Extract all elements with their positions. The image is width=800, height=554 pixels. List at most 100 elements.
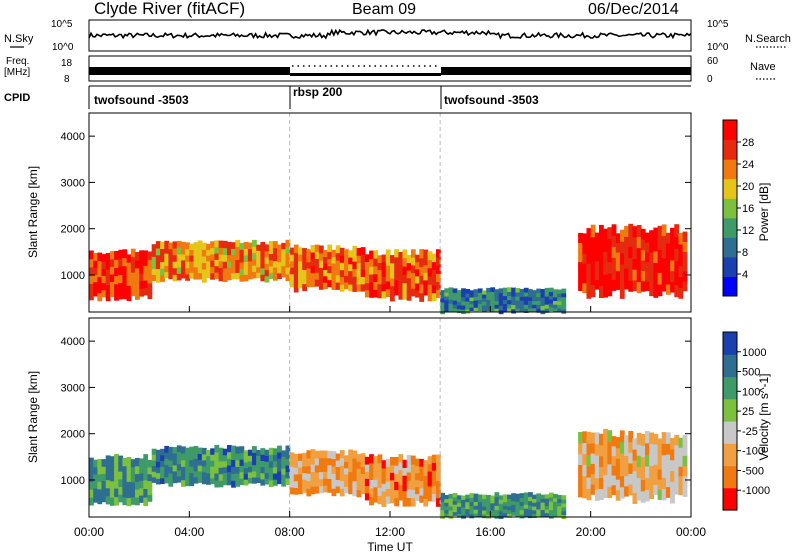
heatmap-cell xyxy=(515,493,521,499)
heatmap-cell xyxy=(682,455,688,467)
heatmap-cell xyxy=(507,494,512,499)
heatmap-cell xyxy=(160,460,165,467)
heatmap-cell xyxy=(352,488,358,497)
heatmap-cell xyxy=(239,242,245,250)
heatmap-cell xyxy=(381,475,387,484)
heatmap-cell xyxy=(139,487,144,496)
heatmap-cell xyxy=(260,454,266,461)
heatmap-cell xyxy=(636,477,642,490)
heatmap-cell xyxy=(339,269,345,278)
heatmap-cell xyxy=(356,262,362,271)
heatmap-cell xyxy=(431,269,437,278)
heatmap-cell xyxy=(272,454,278,462)
heatmap-cell xyxy=(381,290,387,299)
heatmap-cell xyxy=(369,289,374,298)
heatmap-cell xyxy=(448,299,454,304)
heatmap-cell xyxy=(603,240,608,253)
heatmap-cell xyxy=(678,456,684,467)
heatmap-cell xyxy=(456,301,462,306)
colorbar-tick-label: 100 xyxy=(742,386,760,398)
heatmap-cell xyxy=(243,461,249,469)
heatmap-cell xyxy=(201,453,207,461)
heatmap-cell xyxy=(227,241,232,249)
heatmap-cell xyxy=(440,294,445,299)
heatmap-cell xyxy=(444,498,450,503)
heatmap-cell xyxy=(615,468,621,480)
heatmap-cell xyxy=(114,283,119,293)
heatmap-cell xyxy=(473,296,479,301)
heatmap-cell xyxy=(578,486,583,498)
heatmap-cell xyxy=(611,455,617,466)
heatmap-cell xyxy=(281,254,287,261)
heatmap-cell xyxy=(243,473,249,480)
heatmap-cell xyxy=(548,509,554,515)
heatmap-cell xyxy=(448,506,454,511)
heatmap-cell xyxy=(469,497,475,502)
heatmap-cell xyxy=(515,501,521,506)
heatmap-cell xyxy=(502,494,508,499)
heatmap-cell xyxy=(344,461,349,469)
heatmap-cell xyxy=(653,443,659,455)
heatmap-cell xyxy=(185,454,190,461)
heatmap-cell xyxy=(193,272,199,280)
heatmap-cell xyxy=(586,488,592,501)
heatmap-cell xyxy=(448,287,454,292)
heatmap-cell xyxy=(302,459,307,467)
heatmap-cell xyxy=(561,502,567,508)
heatmap-cell xyxy=(252,258,257,266)
heatmap-cell xyxy=(532,498,537,503)
heatmap-cell xyxy=(548,513,554,519)
heatmap-cell xyxy=(603,285,608,298)
y-tick-label: 3000 xyxy=(61,382,85,394)
heatmap-cell xyxy=(168,466,174,474)
heatmap-cell xyxy=(390,464,395,473)
heatmap-cell xyxy=(615,280,621,290)
heatmap-cell xyxy=(674,484,680,495)
heatmap-cell xyxy=(385,488,391,497)
heatmap-cell xyxy=(448,291,454,296)
heatmap-cell xyxy=(594,251,600,262)
heatmap-cell xyxy=(482,502,487,507)
heatmap-cell xyxy=(352,458,358,467)
heatmap-cell xyxy=(431,470,437,479)
heatmap-cell xyxy=(247,449,253,456)
heatmap-cell xyxy=(423,475,429,484)
colorbar-swatch xyxy=(723,198,737,219)
heatmap-cell xyxy=(448,307,454,312)
heatmap-cell xyxy=(444,509,450,514)
colorbar-tick-label: 4 xyxy=(742,269,748,281)
heatmap-cell xyxy=(373,273,379,282)
heatmap-cell xyxy=(548,492,554,498)
heatmap-cell xyxy=(402,290,408,300)
heatmap-cell xyxy=(410,480,416,490)
heatmap-cell xyxy=(252,464,257,472)
heatmap-cell xyxy=(331,249,337,257)
heatmap-cell xyxy=(298,267,303,275)
heatmap-cell xyxy=(486,514,491,519)
heatmap-cell xyxy=(97,268,103,278)
heatmap-cell xyxy=(498,503,504,508)
colorbar-tick-label: 12 xyxy=(742,225,754,237)
heatmap-cell xyxy=(603,228,608,241)
heatmap-cell xyxy=(452,496,458,501)
heatmap-cell xyxy=(494,293,500,298)
heatmap-cell xyxy=(502,287,508,293)
heatmap-cell xyxy=(619,452,625,465)
heatmap-cell xyxy=(126,254,132,263)
heatmap-cell xyxy=(97,488,103,497)
heatmap-cell xyxy=(678,466,684,477)
heatmap-cell xyxy=(619,229,625,242)
heatmap-cell xyxy=(306,261,312,269)
heatmap-cell xyxy=(176,451,182,459)
heatmap-cell xyxy=(126,473,132,482)
heatmap-cell xyxy=(465,293,471,298)
y-tick-label: 2000 xyxy=(61,224,85,236)
heatmap-cell xyxy=(222,466,228,474)
heatmap-cell xyxy=(456,498,462,504)
heatmap-cell xyxy=(155,268,161,276)
heatmap-cell xyxy=(306,465,312,474)
heatmap-cell xyxy=(557,512,562,517)
